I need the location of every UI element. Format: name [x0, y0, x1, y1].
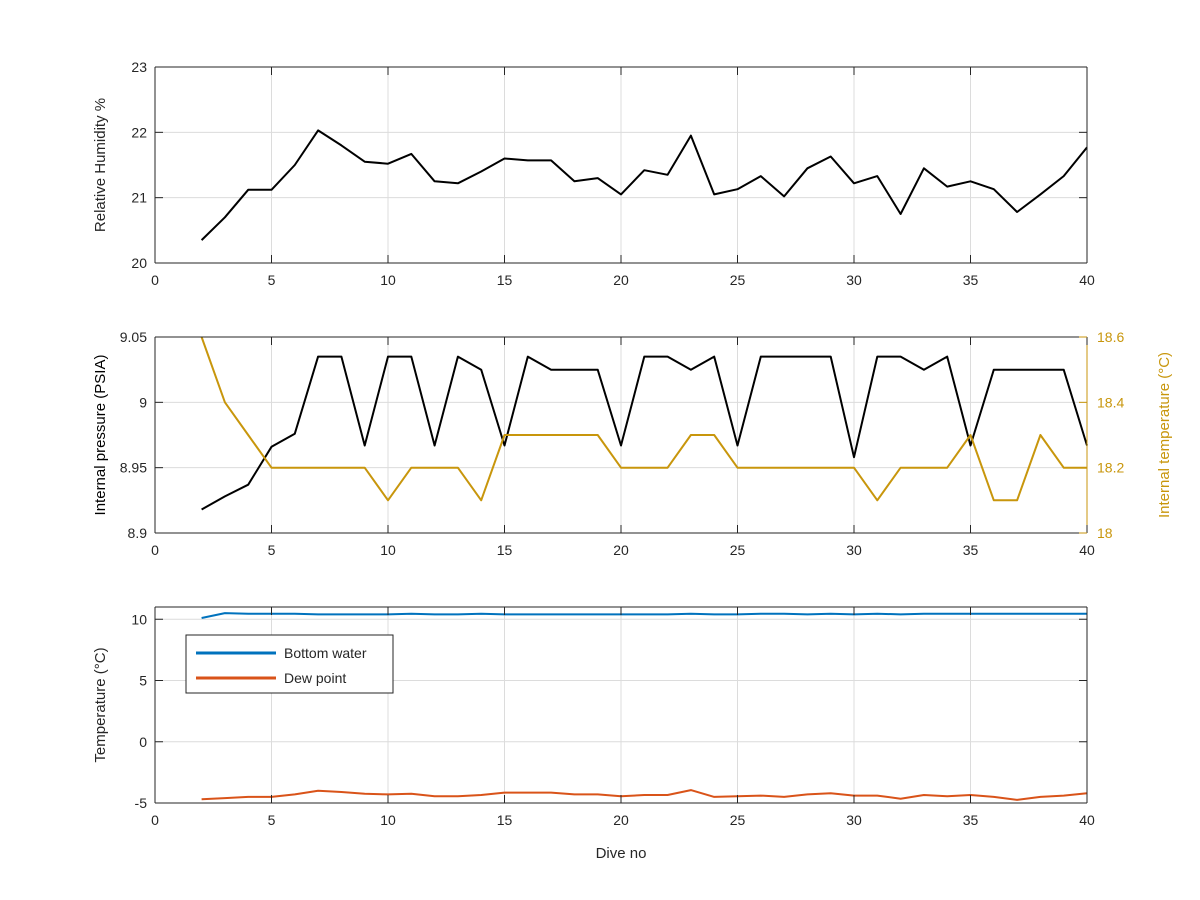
- panel-1: 0 5 10 15 20 25 30 35 40 20 21 22 23 Relative Humidit…: [92, 59, 1095, 288]
- y-right-tick-label: 18.6: [1097, 329, 1124, 345]
- y-axis-label: Relative Humidity %: [92, 98, 109, 232]
- series-line-3-1: [201, 612, 1087, 619]
- x-tick-label: 10: [380, 272, 396, 288]
- x-tick-label: 15: [497, 812, 513, 828]
- y-right-tick-label: 18: [1097, 525, 1113, 541]
- x-tick-label: 20: [613, 272, 629, 288]
- x-tick-label: 30: [846, 542, 862, 558]
- x-tick-label: 5: [268, 812, 276, 828]
- x-tick-label: 20: [613, 542, 629, 558]
- legend-label: Dew point: [284, 670, 346, 686]
- y-tick-label: 8.9: [128, 525, 148, 541]
- x-tick-label: 30: [846, 812, 862, 828]
- x-tick-label: 5: [268, 542, 276, 558]
- y-tick-label: 0: [139, 734, 147, 750]
- x-tick-label: 0: [151, 542, 159, 558]
- x-tick-label: 25: [730, 812, 746, 828]
- x-tick-label: 0: [151, 812, 159, 828]
- x-tick-label: 30: [846, 272, 862, 288]
- panel-2: 0 5 10 15 20 25 30 35 40 8.9 8.95 9 9.05 18 18.2 18.4 18…: [92, 329, 1173, 558]
- y-right-tick-label: 18.4: [1097, 394, 1124, 410]
- series-line-2-1: [201, 355, 1088, 511]
- y-tick-label: 9: [139, 394, 147, 410]
- y-tick-label: 8.95: [120, 460, 147, 476]
- y-axis-right-label: Internal temperature (°C): [1156, 352, 1173, 518]
- y-tick-label: 22: [131, 124, 147, 140]
- x-tick-label: 40: [1079, 812, 1095, 828]
- x-tick-label: 40: [1079, 542, 1095, 558]
- x-tick-label: 40: [1079, 272, 1095, 288]
- legend: Bottom water Dew point: [185, 634, 394, 694]
- x-tick-label: 25: [730, 272, 746, 288]
- x-tick-label: 5: [268, 272, 276, 288]
- legend-label: Bottom water: [284, 645, 367, 661]
- y-axis-label: Temperature (°C): [92, 647, 109, 762]
- y-axis-label: Internal pressure (PSIA): [92, 355, 109, 516]
- series-line-3-2: [201, 789, 1088, 801]
- y-tick-label: 9.05: [120, 329, 147, 345]
- x-tick-label: 15: [497, 272, 513, 288]
- legend-box: [185, 634, 394, 694]
- y-tick-label: -5: [135, 795, 148, 811]
- x-tick-label: 0: [151, 272, 159, 288]
- y-right-tick-label: 18.2: [1097, 460, 1124, 476]
- x-tick-label: 10: [380, 542, 396, 558]
- x-axis-label: Dive no: [596, 845, 647, 862]
- x-tick-label: 35: [963, 812, 979, 828]
- x-tick-label: 35: [963, 272, 979, 288]
- x-tick-label: 15: [497, 542, 513, 558]
- x-tick-label: 20: [613, 812, 629, 828]
- y-tick-label: 21: [131, 190, 147, 206]
- y-tick-label: 20: [131, 255, 147, 271]
- x-tick-label: 35: [963, 542, 979, 558]
- series-line-2-2: [200, 336, 1087, 502]
- series-line-1-1: [200, 129, 1088, 241]
- x-tick-label: 25: [730, 542, 746, 558]
- y-tick-label: 5: [139, 673, 147, 689]
- y-tick-label: 23: [131, 59, 147, 75]
- x-tick-label: 10: [380, 812, 396, 828]
- y-tick-label: 10: [131, 611, 147, 627]
